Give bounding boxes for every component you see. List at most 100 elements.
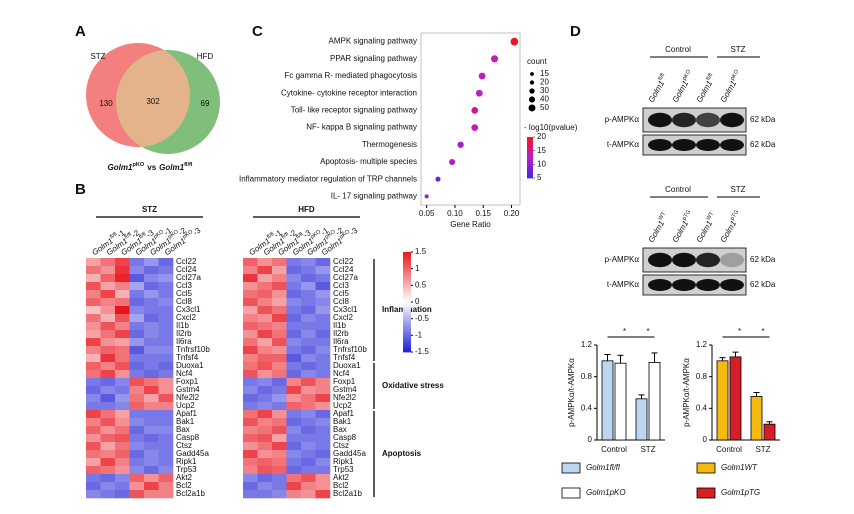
gene-label: Tnfsf4 (333, 353, 356, 362)
heatmap-cell (129, 338, 145, 347)
heatmap-cell (286, 442, 302, 451)
heatmap-cell (158, 258, 174, 267)
heatmap-cell (272, 290, 287, 299)
heatmap-cell (115, 426, 130, 435)
x-tick-label: Control (716, 445, 742, 454)
heatmap-cell (243, 274, 258, 283)
group-header: STZ (730, 185, 745, 194)
color-legend-step (527, 161, 533, 165)
heatmap-cell (286, 450, 302, 459)
heatmap-cell (243, 482, 258, 491)
gene-label: Il6ra (176, 337, 192, 346)
size-legend-dot (529, 88, 535, 94)
blot-band (648, 252, 672, 268)
colorbar-step (403, 274, 411, 278)
heatmap-cell (257, 306, 273, 315)
group-label: Apoptosis (382, 449, 422, 458)
colorbar-step (403, 254, 411, 258)
heatmap-cell (272, 298, 287, 307)
heatmap-cell (158, 402, 174, 411)
genotype: pKO (167, 229, 180, 241)
gene-label: Ccl3 (176, 281, 193, 290)
gene-label: Duoxa1 (176, 361, 204, 370)
gene-label: Ccl27a (176, 273, 201, 282)
heatmap-cell (257, 274, 273, 283)
heatmap-cell (272, 466, 287, 475)
heatmap-cell (243, 298, 258, 307)
heatmap-cell (144, 386, 159, 395)
venn-set-label: HFD (197, 52, 214, 61)
dot (424, 194, 429, 199)
heatmap-cell (100, 338, 116, 347)
heatmap-cell (301, 394, 316, 403)
heatmap-cell (286, 426, 302, 435)
venn-caption: Golm1pKO vs Golm1fl/fl (108, 162, 193, 172)
heatmap-cell (100, 418, 116, 427)
color-legend-step (527, 175, 533, 179)
colorbar-step (403, 334, 411, 338)
heatmap-cell (301, 490, 316, 499)
heatmap-cell (301, 474, 316, 483)
heatmap-cell (315, 402, 331, 411)
color-legend-step (527, 149, 533, 152)
heatmap-cell (86, 458, 101, 467)
gene-label: Gstm4 (333, 385, 357, 394)
heatmap-cell (286, 258, 302, 267)
heatmap-cell (301, 442, 316, 451)
heatmap-cell (243, 410, 258, 419)
heatmap-cell (243, 394, 258, 403)
heatmap-cell (286, 298, 302, 307)
heatmap-cell (144, 290, 159, 299)
gene-label: Ripk1 (176, 457, 197, 466)
heatmap-cell (158, 346, 174, 355)
gene-label: Akt2 (176, 473, 193, 482)
heatmap-cell (115, 306, 130, 315)
heatmap-cell (315, 354, 331, 363)
heatmap-cell (144, 410, 159, 419)
heatmap-cell (115, 354, 130, 363)
pathway-label: AMPK signaling pathway (329, 37, 418, 46)
heatmap-cell (272, 274, 287, 283)
heatmap-cell (243, 466, 258, 475)
heatmap-cell (115, 266, 130, 275)
color-legend-label: 5 (537, 173, 542, 182)
heatmap-cell (315, 474, 331, 483)
heatmap-cell (158, 466, 174, 475)
heatmap-cell (243, 490, 258, 499)
heatmap-cell (272, 474, 287, 483)
heatmap-cell (301, 274, 316, 283)
heatmap-cell (257, 442, 273, 451)
bar (601, 360, 614, 441)
significance-mark: * (738, 327, 741, 336)
x-tick-label: STZ (755, 445, 770, 454)
heatmap-cell (301, 330, 316, 339)
colorbar-step (403, 329, 411, 333)
genotype-label: Golm1fl/fl (646, 73, 670, 104)
heatmap-cell (129, 410, 145, 419)
genotype-label: Golm1pKO (718, 69, 744, 104)
gene-label: Ccl8 (333, 297, 350, 306)
heatmap-cell (158, 370, 174, 379)
heatmap-cell (257, 482, 273, 491)
heatmap-cell (86, 354, 101, 363)
heatmap-cell (100, 306, 116, 315)
heatmap-cell (315, 314, 331, 323)
blot-band (696, 139, 720, 151)
colorbar-tick-label: -1 (415, 330, 423, 339)
heatmap-cell (129, 314, 145, 323)
heatmap-cell (115, 378, 130, 387)
pathway-label: Inflammatory mediator regulation of TRP … (239, 174, 417, 183)
gene-label: Bcl2 (333, 481, 349, 490)
suffix: -1 (273, 228, 284, 240)
heatmap-cell (129, 370, 145, 379)
size-legend-dot (529, 80, 535, 85)
genotype: pKO (324, 229, 337, 241)
colorbar-step (403, 342, 411, 345)
blot-band (720, 252, 744, 268)
bar (750, 396, 763, 441)
size-legend-dot (530, 72, 534, 76)
dot (471, 107, 479, 114)
heatmap-cell (301, 370, 316, 379)
heatmap-cell (129, 330, 145, 339)
significance-mark: * (623, 327, 626, 336)
